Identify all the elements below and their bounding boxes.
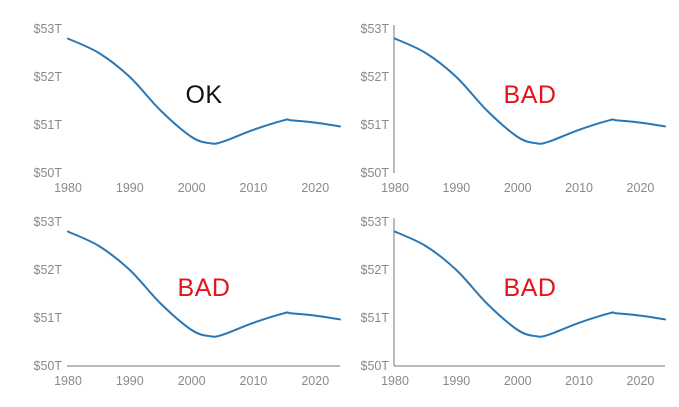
x-tick-label: 2010 bbox=[240, 374, 268, 388]
x-tick-label: 1990 bbox=[442, 181, 470, 195]
x-tick-label: 2010 bbox=[565, 181, 593, 195]
x-tick-label: 2000 bbox=[178, 374, 206, 388]
series-line bbox=[394, 37, 666, 145]
verdict-label: OK bbox=[185, 81, 222, 109]
x-tick-label: 2020 bbox=[627, 374, 655, 388]
y-tick-label: $51T bbox=[34, 118, 63, 132]
y-tick-label: $53T bbox=[361, 22, 390, 36]
y-tick-label: $51T bbox=[361, 311, 390, 325]
x-tick-label: 2020 bbox=[627, 181, 655, 195]
x-tick-label: 2020 bbox=[301, 374, 329, 388]
y-tick-label: $53T bbox=[34, 215, 63, 229]
verdict-label: BAD bbox=[504, 274, 557, 302]
x-tick-label: 1980 bbox=[381, 374, 409, 388]
x-tick-label: 2010 bbox=[565, 374, 593, 388]
series-line bbox=[67, 37, 341, 145]
y-tick-label: $52T bbox=[361, 263, 390, 277]
y-tick-label: $53T bbox=[34, 22, 63, 36]
y-tick-label: $53T bbox=[361, 215, 390, 229]
series-line bbox=[394, 230, 666, 338]
y-tick-label: $51T bbox=[361, 118, 390, 132]
verdict-label: BAD bbox=[178, 274, 231, 302]
x-tick-label: 1990 bbox=[116, 374, 144, 388]
x-tick-label: 2010 bbox=[240, 181, 268, 195]
x-tick-label: 2000 bbox=[504, 374, 532, 388]
x-tick-label: 1980 bbox=[54, 374, 82, 388]
y-tick-label: $52T bbox=[34, 70, 63, 84]
series-line bbox=[67, 230, 341, 338]
x-tick-label: 2000 bbox=[504, 181, 532, 195]
y-tick-label: $52T bbox=[361, 70, 390, 84]
x-tick-label: 1980 bbox=[381, 181, 409, 195]
y-tick-label: $51T bbox=[34, 311, 63, 325]
y-tick-label: $50T bbox=[34, 359, 63, 373]
y-tick-label: $50T bbox=[361, 166, 390, 180]
y-tick-label: $50T bbox=[34, 166, 63, 180]
verdict-label: BAD bbox=[504, 81, 557, 109]
y-tick-label: $52T bbox=[34, 263, 63, 277]
x-tick-label: 1980 bbox=[54, 181, 82, 195]
x-tick-label: 2020 bbox=[301, 181, 329, 195]
y-tick-label: $50T bbox=[361, 359, 390, 373]
x-tick-label: 2000 bbox=[178, 181, 206, 195]
x-tick-label: 1990 bbox=[116, 181, 144, 195]
x-tick-label: 1990 bbox=[442, 374, 470, 388]
